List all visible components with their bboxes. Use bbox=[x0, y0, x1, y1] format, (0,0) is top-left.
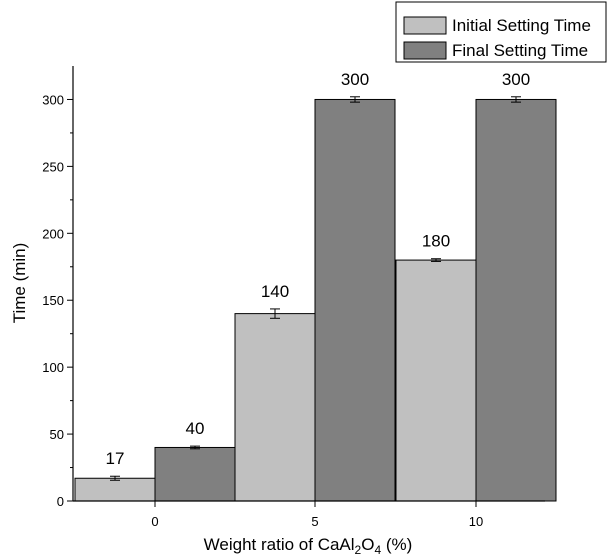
y-ticks-group: 0 50 100 150 200 250 300 bbox=[42, 92, 73, 509]
y-tick-label-5: 250 bbox=[42, 159, 64, 174]
data-label-s0-c1: 140 bbox=[261, 282, 289, 301]
y-tick-label-2: 100 bbox=[42, 360, 64, 375]
error-bar-s0-c0 bbox=[110, 475, 120, 481]
y-tick-label-0: 0 bbox=[57, 494, 64, 509]
bar-s1-c1 bbox=[314, 98, 396, 502]
data-label-s0-c0: 17 bbox=[106, 449, 125, 468]
y-tick-label-4: 200 bbox=[42, 226, 64, 241]
legend: Initial Setting Time Final Setting Time bbox=[395, 1, 607, 63]
bar-s0-c0 bbox=[74, 477, 156, 502]
data-label-s1-c1: 300 bbox=[341, 70, 369, 89]
data-label-s0-c2: 180 bbox=[422, 232, 450, 251]
error-bar-s1-c2 bbox=[511, 96, 521, 103]
legend-swatch-final bbox=[403, 41, 447, 60]
error-bar-s0-c2 bbox=[431, 258, 441, 262]
y-tick-label-3: 150 bbox=[42, 293, 64, 308]
data-label-s1-c2: 300 bbox=[502, 70, 530, 89]
y-tick-label-1: 50 bbox=[50, 427, 64, 442]
bar-s1-c2 bbox=[475, 98, 557, 502]
bar-s0-c1 bbox=[234, 313, 316, 502]
x-tick-label-2: 10 bbox=[469, 514, 483, 529]
error-bar-s1-c0 bbox=[190, 445, 200, 450]
error-bar-s0-c1 bbox=[270, 308, 280, 319]
legend-label-final: Final Setting Time bbox=[452, 41, 588, 60]
bar-s1-c0 bbox=[154, 446, 236, 502]
x-title-sub-2: 2 bbox=[355, 543, 362, 555]
x-axis-title: Weight ratio of CaAl2O4 (%) bbox=[204, 535, 413, 555]
error-bars-group bbox=[110, 96, 521, 481]
data-label-s1-c0: 40 bbox=[186, 419, 205, 438]
bar-s0-c2 bbox=[395, 259, 477, 502]
legend-swatch-initial bbox=[403, 16, 447, 35]
x-ticks-group: 0 5 10 bbox=[151, 501, 483, 529]
bars-group bbox=[74, 98, 557, 502]
x-title-part-pct: (%) bbox=[381, 535, 412, 554]
x-title-sub-4: 4 bbox=[374, 543, 381, 555]
x-tick-label-1: 5 bbox=[311, 514, 318, 529]
legend-label-initial: Initial Setting Time bbox=[452, 16, 591, 35]
y-axis-title: Time (min) bbox=[10, 243, 29, 324]
x-title-part-1: Weight ratio of CaAl bbox=[204, 535, 355, 554]
data-labels-group: 17 40 140 300 180 300 bbox=[106, 70, 531, 468]
x-title-part-o: O bbox=[361, 535, 374, 554]
error-bar-s1-c1 bbox=[350, 96, 360, 103]
x-tick-label-0: 0 bbox=[151, 514, 158, 529]
y-tick-label-6: 300 bbox=[42, 92, 64, 107]
